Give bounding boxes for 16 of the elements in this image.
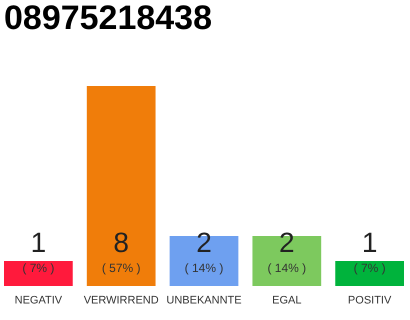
x-tick-label: UNBEKANNTE	[166, 294, 242, 306]
data-label: 2	[279, 227, 295, 258]
annotation: ( 7% )	[354, 261, 386, 275]
annotation: ( 14% )	[184, 261, 224, 275]
x-tick-label: EGAL	[272, 294, 302, 306]
x-tick-label: VERWIRREND	[84, 294, 159, 306]
data-label: 8	[113, 227, 129, 258]
x-tick-label: POSITIV	[348, 294, 392, 306]
data-label: 2	[196, 227, 212, 258]
data-label: 1	[30, 227, 46, 258]
annotation: ( 14% )	[267, 261, 306, 275]
annotation: ( 57% )	[102, 261, 141, 275]
chart-title: 08975218438	[4, 0, 212, 37]
annotation: ( 7% )	[22, 261, 54, 275]
data-label: 1	[362, 227, 378, 258]
x-tick-label: NEGATIV	[14, 294, 63, 306]
